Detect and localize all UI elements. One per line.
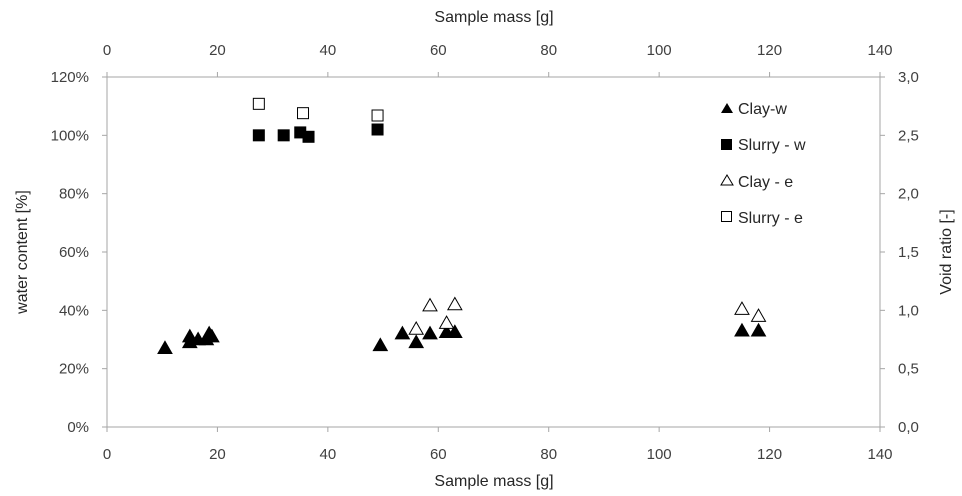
x-top-axis-title: Sample mass [g] [434,9,553,26]
legend-clay-e-label: Clay - e [738,174,793,191]
y-right-tick-label: 0,5 [898,361,919,378]
point-clay-e [422,297,438,312]
y-left-tick-label: 100% [51,127,89,144]
x-top-tick-label: 20 [209,42,226,59]
x-bottom-axis-title: Sample mass [g] [434,473,553,490]
y-right-tick-label: 2,0 [898,186,919,203]
y-left-axis-title: water content [%] [14,190,31,315]
point-clay-w [204,328,220,343]
point-clay-w [734,322,750,337]
legend-clay-e-marker [720,174,734,186]
x-top-tick-label: 80 [540,42,557,59]
point-slurry-e [297,107,310,120]
x-bottom-tick-label: 140 [867,446,892,463]
x-top-tick-label: 60 [430,42,447,59]
legend-slurry-e-marker [721,211,732,222]
legend-slurry-e-label: Slurry - e [738,210,803,227]
x-bottom-tick-label: 0 [103,446,111,463]
x-top-tick-label: 140 [867,42,892,59]
y-left-tick-label: 60% [59,244,89,261]
y-left-tick-label: 20% [59,361,89,378]
x-bottom-tick-label: 120 [757,446,782,463]
point-slurry-w [371,123,384,136]
legend-slurry-w-marker [721,139,732,150]
point-clay-e [446,296,463,311]
x-top-tick-label: 120 [757,42,782,59]
point-slurry-w [277,129,290,142]
point-clay-e [734,301,750,315]
y-left-tick-label: 0% [67,419,89,436]
point-clay-e [750,308,767,322]
point-clay-w [408,334,425,349]
point-clay-w [446,324,463,338]
y-left-tick-label: 120% [51,69,89,86]
y-left-tick-label: 40% [59,302,89,319]
point-clay-w [372,337,389,352]
y-left-tick-label: 80% [59,186,89,203]
x-bottom-tick-label: 20 [209,446,226,463]
point-clay-e [438,315,455,329]
point-clay-e [408,320,425,335]
y-right-tick-label: 2,5 [898,127,919,144]
legend-clay-w-marker [721,103,733,113]
x-top-tick-label: 100 [647,42,672,59]
x-top-tick-label: 0 [103,42,111,59]
data-marks [157,97,767,354]
legend-clay-w-label: Clay-w [738,101,787,118]
point-slurry-e [252,97,265,110]
point-clay-w [422,325,438,340]
x-bottom-tick-label: 80 [540,446,557,463]
y-right-tick-label: 0,0 [898,419,919,436]
x-bottom-tick-label: 40 [320,446,337,463]
legend-slurry-w-label: Slurry - w [738,137,806,154]
y-right-tick-label: 1,0 [898,302,919,319]
y-right-tick-label: 3,0 [898,69,919,86]
point-slurry-w [302,130,315,143]
x-bottom-tick-label: 100 [647,446,672,463]
x-top-tick-label: 40 [320,42,337,59]
y-right-axis-title: Void ratio [-] [938,209,955,294]
y-right-tick-label: 1,5 [898,244,919,261]
x-bottom-tick-label: 60 [430,446,447,463]
point-clay-w [157,340,173,354]
point-slurry-e [371,109,384,122]
point-slurry-w [252,129,265,142]
point-clay-w [394,325,411,340]
tick-group: 0 20 40 60 80 100 120 140 0 20 40 60 80 100 120 140 0% 20… [51,42,919,463]
point-clay-w [750,322,767,337]
legend: Clay-w Slurry - w Clay - e Slurry - e [720,101,806,227]
point-clay-w [181,328,198,343]
